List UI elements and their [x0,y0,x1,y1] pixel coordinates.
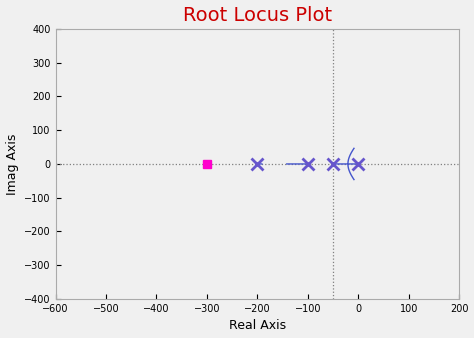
Title: Root Locus Plot: Root Locus Plot [183,5,332,25]
X-axis label: Real Axis: Real Axis [229,319,286,333]
Y-axis label: Imag Axis: Imag Axis [6,133,18,195]
